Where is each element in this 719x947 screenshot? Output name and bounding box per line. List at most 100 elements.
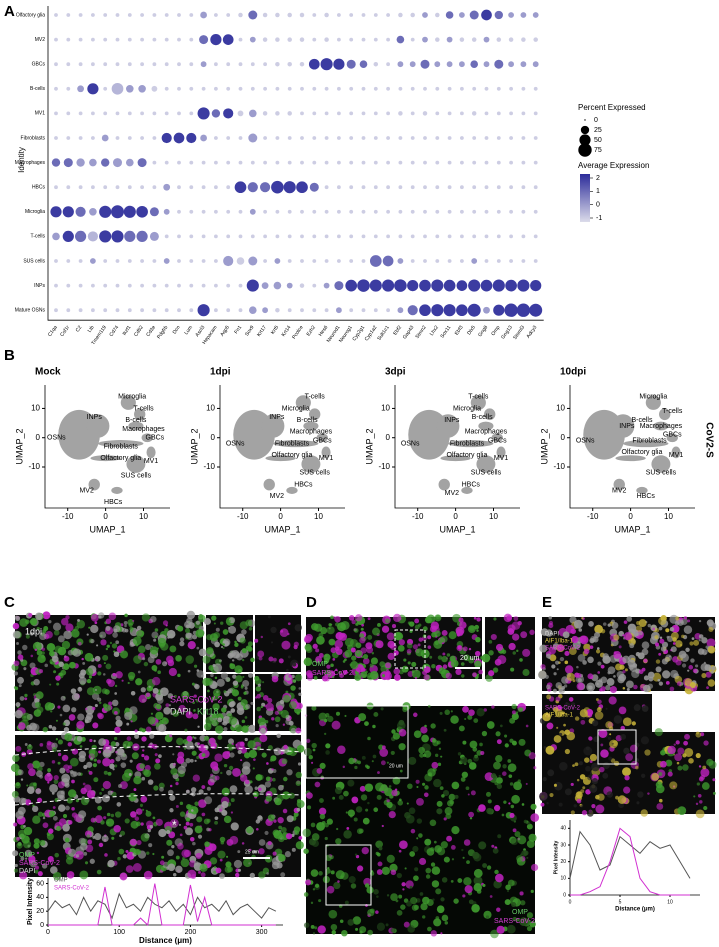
cell [545, 675, 549, 679]
dot [239, 210, 243, 214]
dot [189, 13, 193, 17]
cell [170, 785, 173, 788]
cell [207, 819, 211, 823]
cell [580, 720, 585, 725]
cell [588, 685, 592, 689]
cell [184, 850, 191, 857]
cell [93, 777, 98, 782]
dot [54, 185, 58, 189]
cell [446, 836, 452, 842]
cell [421, 735, 429, 743]
size-legend-label: 0 [594, 117, 598, 124]
cell [56, 738, 58, 740]
image-label: SARS-CoV-2 [170, 694, 223, 704]
cell [660, 750, 665, 755]
cell [176, 738, 183, 745]
cell [386, 669, 389, 672]
cell [668, 771, 673, 776]
cell [141, 833, 150, 842]
dot [102, 135, 109, 142]
cell [258, 684, 261, 687]
cell [56, 826, 61, 831]
cell [54, 775, 59, 780]
dot [397, 36, 405, 44]
cell [100, 820, 104, 824]
dot [447, 61, 453, 67]
dot [337, 136, 341, 140]
dot [448, 136, 452, 140]
dot [411, 185, 415, 189]
dot [239, 161, 243, 165]
dot [165, 161, 169, 165]
cell [317, 925, 325, 933]
cell [166, 624, 168, 626]
cell [677, 806, 686, 815]
cell [698, 794, 702, 798]
dot [362, 210, 366, 214]
cell [553, 672, 556, 675]
cell [417, 818, 422, 823]
cell [626, 616, 632, 622]
cell [15, 687, 19, 691]
cell [219, 873, 225, 879]
cell [428, 705, 431, 708]
dot [165, 308, 169, 312]
cell [585, 766, 591, 772]
cell [87, 679, 91, 683]
cell [587, 673, 593, 679]
cell [398, 895, 402, 899]
cell [32, 816, 40, 824]
dot [399, 87, 403, 91]
panel-title: 3dpi [385, 367, 406, 378]
cell [502, 764, 506, 768]
cell [451, 845, 456, 850]
dot [312, 308, 316, 312]
cell [257, 815, 263, 821]
image-label: DAPI [545, 632, 559, 638]
dot [460, 259, 464, 263]
cell [529, 630, 534, 635]
cell [72, 693, 80, 701]
dot [226, 161, 230, 165]
cluster-label: MV2 [79, 487, 94, 494]
cell [197, 742, 200, 745]
cell [474, 883, 482, 891]
cell [311, 823, 316, 828]
cell [349, 615, 355, 621]
cluster-label: Olfactory glia [622, 449, 663, 456]
dot [374, 87, 378, 91]
cell [240, 759, 242, 761]
cell [138, 646, 146, 654]
cell [58, 753, 61, 756]
cell [541, 803, 545, 807]
cell [136, 644, 139, 647]
cell [43, 626, 48, 631]
cell [332, 658, 335, 661]
dot [508, 12, 514, 18]
cell [582, 786, 585, 789]
cluster-label: OSNs [47, 435, 66, 442]
cell [158, 754, 162, 758]
cell [385, 674, 391, 680]
cell [210, 674, 213, 677]
cell [461, 674, 464, 677]
cell [217, 735, 222, 740]
cell [128, 623, 132, 627]
cell [79, 677, 87, 685]
cell [468, 625, 476, 633]
dot [411, 136, 415, 140]
dot [263, 37, 267, 41]
scale-bar-label: 20 um [460, 655, 480, 662]
cell [372, 652, 374, 654]
cell [160, 860, 165, 865]
dot [431, 304, 443, 316]
dot [362, 235, 366, 239]
cell [385, 619, 390, 624]
dot [362, 259, 366, 263]
legend-entry: OMP [54, 878, 68, 884]
cell [565, 749, 570, 754]
cell [520, 853, 522, 855]
dot [165, 13, 169, 17]
image-label: DAPI [170, 706, 191, 716]
dot [408, 305, 418, 315]
